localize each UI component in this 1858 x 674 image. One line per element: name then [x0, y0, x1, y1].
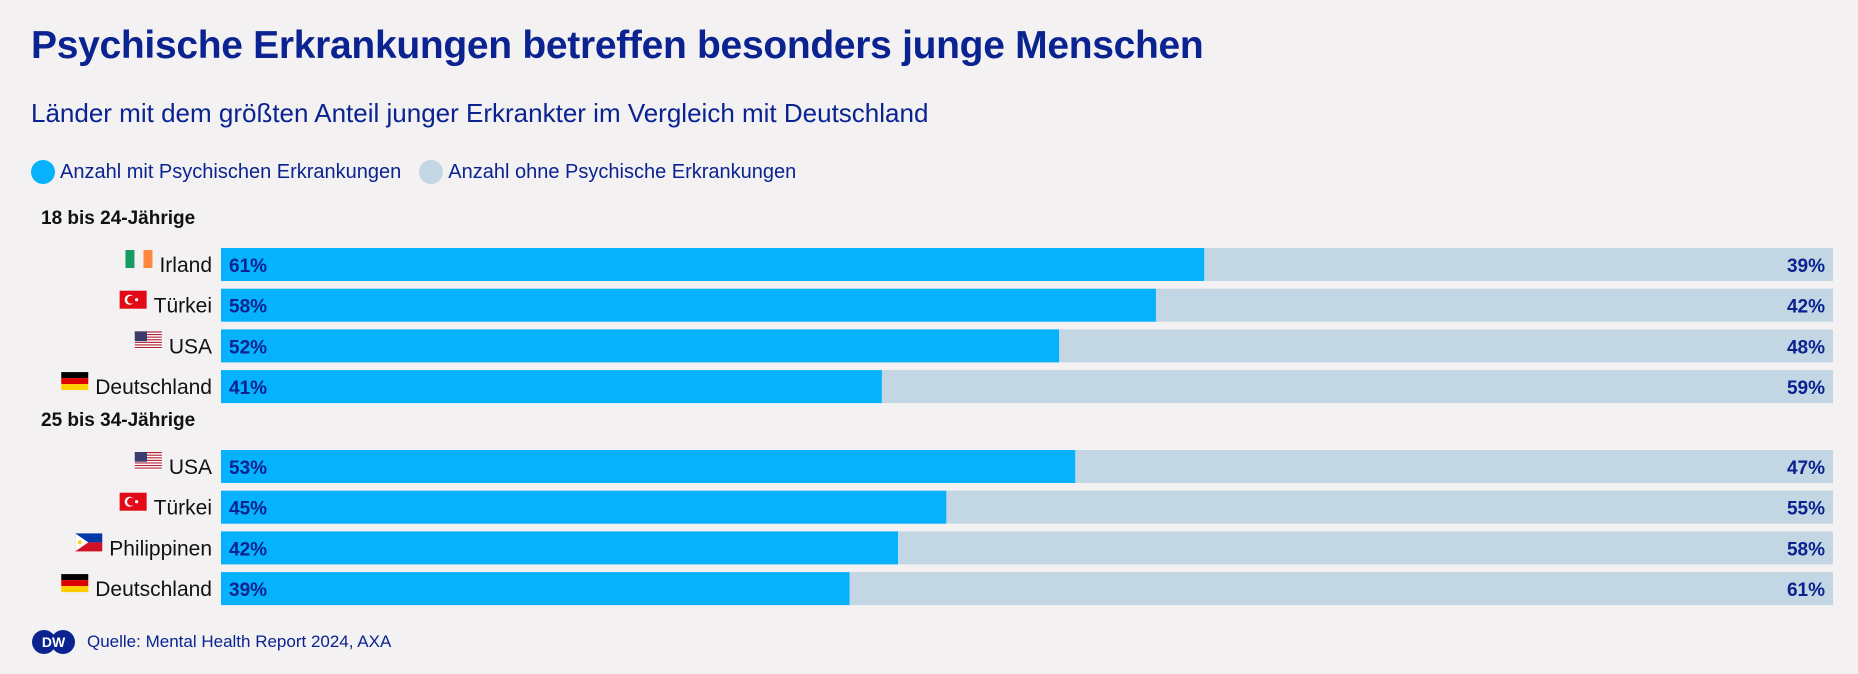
value-label-without: 47%	[1787, 458, 1825, 479]
bar-without	[1059, 329, 1833, 363]
chart-subtitle: Länder mit dem größten Anteil junger Erk…	[31, 98, 929, 128]
flag-germany-icon	[61, 372, 89, 391]
bar-with	[221, 248, 1205, 281]
legend-label-with: Anzahl mit Psychischen Erkrankungen	[60, 160, 402, 183]
chart-title: Psychische Erkrankungen betreffen besond…	[31, 24, 1204, 67]
bar-with	[221, 450, 1076, 483]
value-label-with: 39%	[229, 580, 267, 601]
bar-with	[221, 572, 850, 606]
value-label-with: 53%	[229, 458, 267, 479]
legend-dot-without-icon	[419, 160, 444, 184]
bar-without	[946, 490, 1833, 524]
footer: DW Quelle: Mental Health Report 2024, AX…	[31, 629, 391, 655]
legend-item-without: Anzahl ohne Psychische Erkrankungen	[419, 160, 796, 184]
country-label: USA	[169, 456, 212, 479]
flag-usa-icon	[134, 452, 162, 470]
bar-without	[1155, 288, 1833, 322]
value-label-with: 41%	[229, 378, 267, 399]
bar-with	[221, 490, 947, 524]
legend-dot-with-icon	[31, 160, 55, 184]
value-label-with: 42%	[229, 539, 267, 560]
bar-with	[221, 288, 1156, 322]
country-label: Türkei	[154, 295, 212, 318]
bar-without	[849, 572, 1833, 606]
source-text: Quelle: Mental Health Report 2024, AXA	[87, 632, 392, 651]
group-label: 18 bis 24-Jährige	[41, 208, 195, 229]
flag-turkey-icon	[119, 290, 147, 309]
country-label: USA	[169, 335, 212, 358]
legend-item-with: Anzahl mit Psychischen Erkrankungen	[31, 160, 401, 184]
value-label-with: 45%	[229, 499, 267, 520]
bar-with	[221, 329, 1060, 363]
bar-without	[881, 370, 1833, 404]
bar-without	[898, 531, 1833, 565]
group-label: 25 bis 34-Jährige	[41, 410, 195, 431]
dw-logo-text: DW	[42, 634, 66, 650]
bar-with	[221, 370, 882, 404]
legend: Anzahl mit Psychischen Erkrankungen Anza…	[31, 160, 814, 184]
country-label: Philippinen	[109, 537, 212, 560]
value-label-without: 61%	[1787, 580, 1825, 601]
value-label-without: 55%	[1787, 499, 1825, 520]
bar-without	[1075, 450, 1833, 483]
country-label: Irland	[159, 254, 212, 277]
bar-without	[1204, 248, 1833, 281]
value-label-with: 52%	[229, 337, 267, 358]
flag-ireland-icon	[125, 250, 153, 268]
value-label-with: 58%	[229, 297, 267, 318]
flag-philippines-icon	[75, 533, 103, 552]
flag-germany-icon	[61, 574, 89, 593]
flag-usa-icon	[134, 331, 162, 350]
value-label-with: 61%	[229, 256, 267, 277]
country-label: Deutschland	[95, 376, 212, 399]
value-label-without: 48%	[1787, 337, 1825, 358]
value-label-without: 39%	[1787, 256, 1825, 277]
legend-label-without: Anzahl ohne Psychische Erkrankungen	[448, 160, 797, 183]
country-label: Deutschland	[95, 578, 212, 601]
country-label: Türkei	[154, 497, 212, 520]
bar-with	[221, 531, 899, 565]
value-label-without: 42%	[1787, 297, 1825, 318]
flag-turkey-icon	[119, 492, 147, 511]
dw-logo-icon: DW	[32, 630, 75, 654]
value-label-without: 58%	[1787, 539, 1825, 560]
value-label-without: 59%	[1787, 378, 1825, 399]
